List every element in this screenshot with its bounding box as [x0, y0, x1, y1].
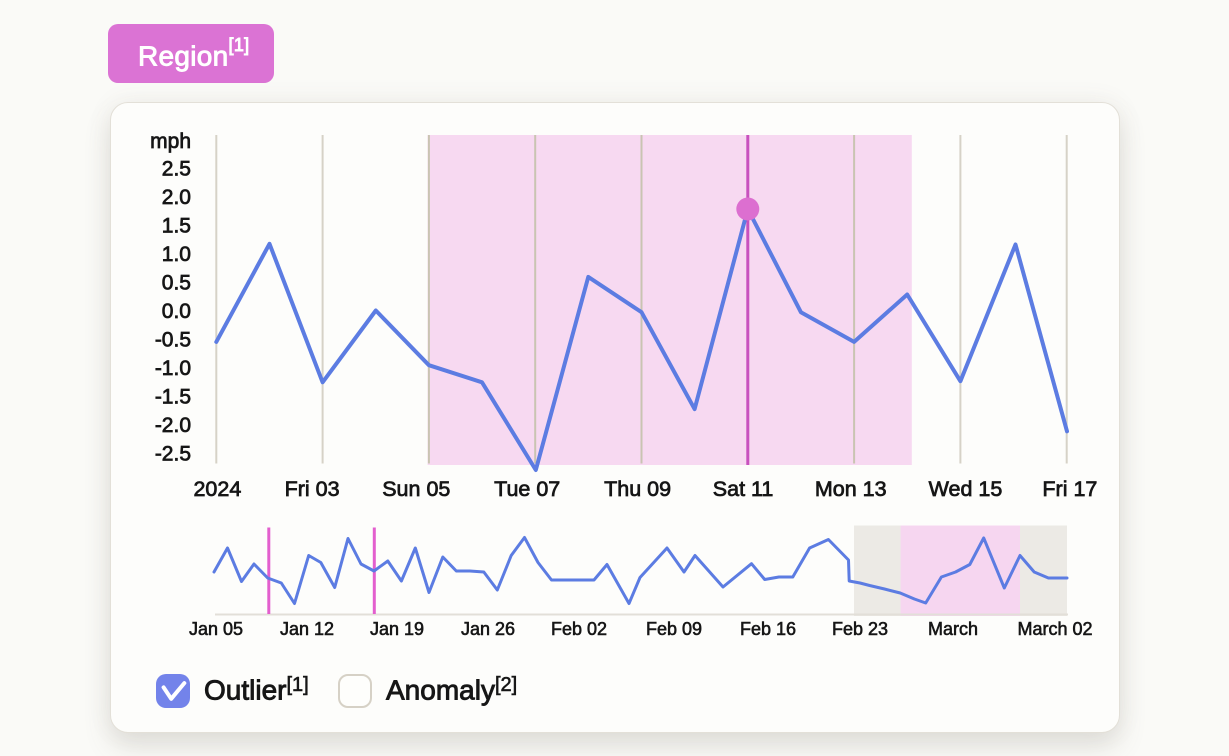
svg-text:Fri 03: Fri 03: [285, 477, 340, 501]
svg-text:Sat 11: Sat 11: [713, 477, 774, 501]
svg-text:Tue 07: Tue 07: [494, 477, 560, 501]
svg-text:Jan 05: Jan 05: [189, 619, 243, 639]
svg-text:1.5: 1.5: [162, 215, 191, 238]
svg-text:-1.0: -1.0: [155, 357, 191, 380]
svg-text:Sun 05: Sun 05: [382, 477, 450, 501]
svg-text:Jan 26: Jan 26: [461, 619, 515, 639]
svg-text:Feb 02: Feb 02: [551, 619, 607, 639]
svg-text:Wed 15: Wed 15: [929, 477, 1003, 501]
svg-text:0.0: 0.0: [162, 300, 191, 323]
svg-text:-2.5: -2.5: [155, 443, 191, 466]
svg-text:2.5: 2.5: [162, 158, 191, 181]
svg-text:1.0: 1.0: [162, 243, 191, 266]
svg-text:-0.5: -0.5: [155, 329, 191, 352]
svg-text:-2.0: -2.0: [155, 414, 191, 437]
svg-text:March 02: March 02: [1017, 619, 1092, 639]
svg-text:2024: 2024: [193, 477, 241, 501]
svg-text:-1.5: -1.5: [155, 386, 191, 409]
svg-text:Thu 09: Thu 09: [604, 477, 671, 501]
svg-text:mph: mph: [150, 130, 191, 153]
svg-text:Feb 16: Feb 16: [740, 619, 796, 639]
svg-text:March: March: [928, 619, 978, 639]
svg-text:Mon 13: Mon 13: [815, 477, 887, 501]
svg-text:Fri 17: Fri 17: [1042, 477, 1097, 501]
svg-text:Feb 09: Feb 09: [646, 619, 702, 639]
svg-text:Feb 23: Feb 23: [832, 619, 888, 639]
svg-text:Jan 12: Jan 12: [280, 619, 334, 639]
svg-text:0.5: 0.5: [162, 272, 191, 295]
svg-text:Jan 19: Jan 19: [370, 619, 424, 639]
svg-text:2.0: 2.0: [162, 186, 191, 209]
